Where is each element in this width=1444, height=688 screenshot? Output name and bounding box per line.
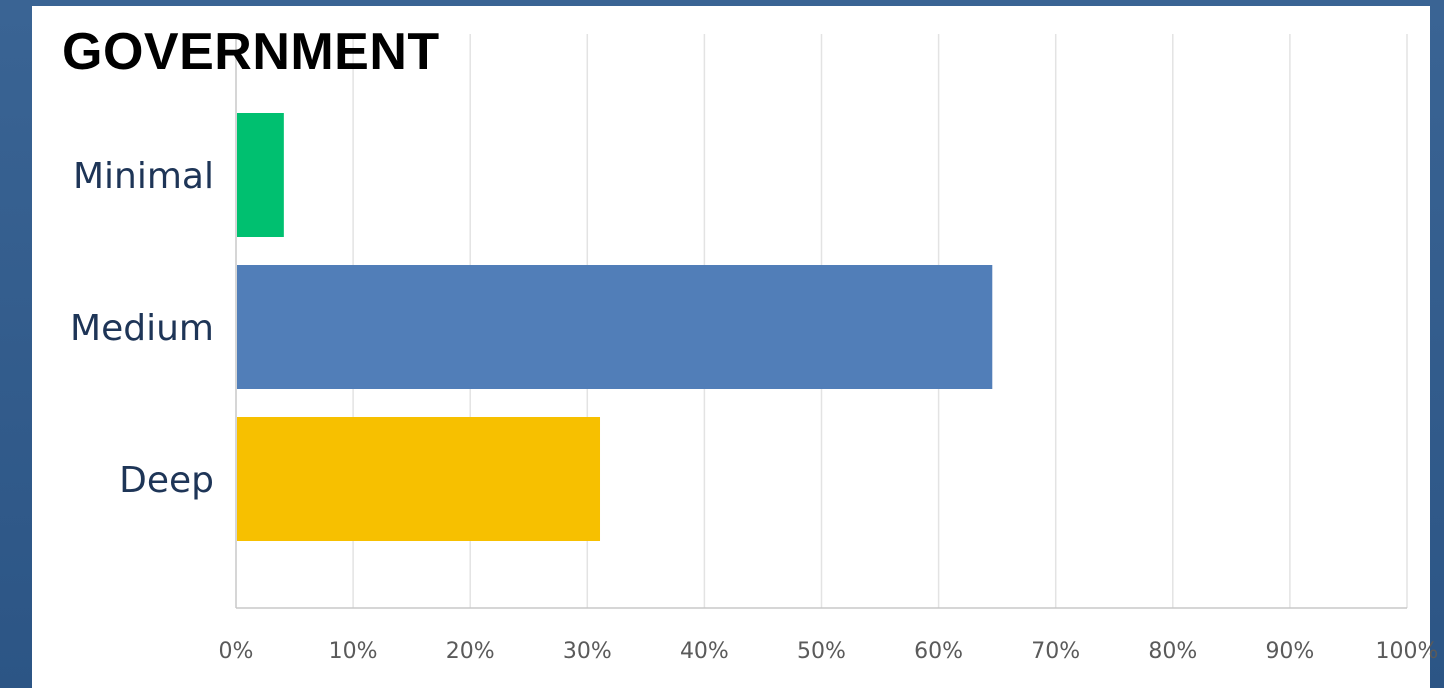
x-tick-label: 40%	[680, 639, 729, 664]
x-tick-label: 20%	[446, 639, 495, 664]
x-tick-label: 60%	[914, 639, 963, 664]
category-label-deep: Deep	[119, 460, 214, 501]
x-tick-label: 70%	[1031, 639, 1080, 664]
chart-title: GOVERNMENT	[62, 23, 440, 81]
bars	[237, 113, 993, 541]
category-labels: Minimal Medium Deep	[70, 156, 214, 501]
category-label-minimal: Minimal	[73, 156, 214, 197]
x-tick-labels: 0% 10% 20% 30% 40% 50% 60% 70% 80% 90% 100%	[219, 639, 1439, 664]
x-tick-label: 90%	[1265, 639, 1314, 664]
bar-deep	[237, 417, 601, 541]
x-tick-label: 30%	[563, 639, 612, 664]
x-tick-label: 10%	[329, 639, 378, 664]
bar-medium	[237, 265, 993, 389]
x-tick-label: 100%	[1376, 639, 1439, 664]
category-label-medium: Medium	[70, 308, 214, 349]
x-tick-label: 80%	[1148, 639, 1197, 664]
bar-minimal	[237, 113, 284, 237]
x-tick-label: 50%	[797, 639, 846, 664]
x-tick-label: 0%	[219, 639, 254, 664]
